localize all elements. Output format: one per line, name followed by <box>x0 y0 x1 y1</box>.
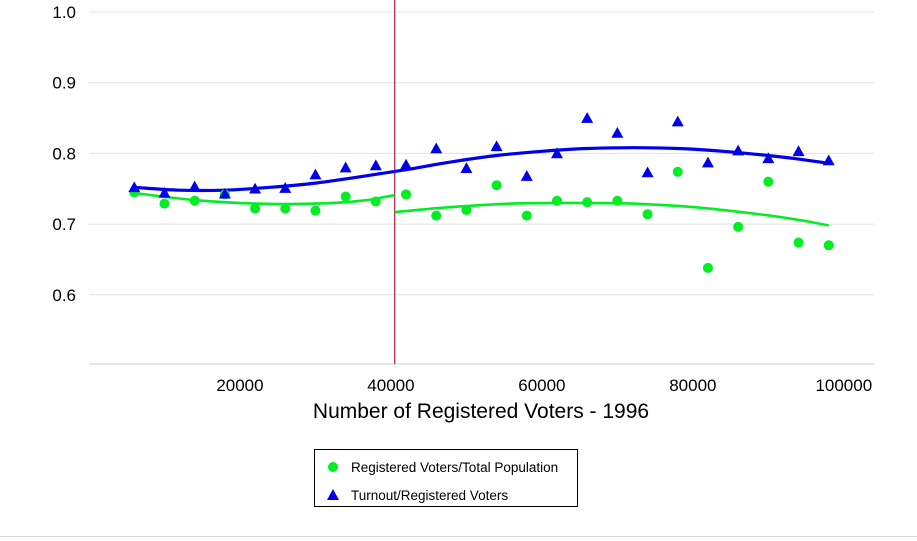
data-point-registered-population <box>582 197 593 208</box>
data-point-registered-population <box>521 210 532 221</box>
data-point-turnout <box>460 162 473 174</box>
data-point-turnout <box>369 159 382 171</box>
data-point-registered-population <box>159 198 170 209</box>
data-point-registered-population <box>642 209 653 220</box>
trend-line-registered-right <box>394 201 829 227</box>
data-point-registered-population <box>461 204 472 215</box>
data-point-registered-population <box>370 196 381 207</box>
data-point-registered-population <box>280 203 291 214</box>
legend-label-registered-population: Registered Voters/Total Population <box>351 459 559 475</box>
x-axis-label: Number of Registered Voters - 1996 <box>313 400 649 423</box>
x-tick-label: 60000 <box>518 376 565 395</box>
data-point-turnout <box>671 115 684 127</box>
data-point-turnout <box>309 168 322 180</box>
data-point-turnout <box>792 145 805 157</box>
green-circle-icon <box>315 460 351 474</box>
data-point-registered-population <box>733 221 744 232</box>
x-tick-label: 40000 <box>367 376 414 395</box>
data-point-registered-population <box>250 203 261 214</box>
data-point-registered-population <box>431 210 442 221</box>
legend-label-turnout: Turnout/Registered Voters <box>351 487 509 503</box>
x-tick-label: 20000 <box>216 376 263 395</box>
data-point-turnout <box>218 187 231 199</box>
y-tick-label: 0.8 <box>52 144 76 163</box>
data-point-turnout <box>128 181 141 193</box>
legend-item-registered-population: Registered Voters/Total Population <box>315 456 558 478</box>
data-point-registered-population <box>340 191 351 202</box>
data-point-turnout <box>249 182 262 194</box>
trend-lines <box>134 146 829 227</box>
y-tick-label: 1.0 <box>52 3 76 22</box>
data-point-registered-population <box>189 195 200 206</box>
data-point-registered-population <box>793 237 804 248</box>
x-axis-ticks: 20000 40000 60000 80000 100000 <box>216 376 872 395</box>
data-point-turnout <box>762 152 775 164</box>
data-point-turnout <box>339 161 352 173</box>
y-tick-label: 0.6 <box>52 286 76 305</box>
data-points <box>128 112 835 273</box>
data-point-turnout <box>400 158 413 170</box>
data-point-turnout <box>520 170 533 181</box>
y-axis-ticks: 0.6 0.7 0.8 0.9 1.0 <box>52 3 76 305</box>
data-point-turnout <box>188 180 201 192</box>
bottom-divider <box>0 536 917 537</box>
trend-line-turnout <box>134 146 829 193</box>
data-point-turnout <box>550 147 563 159</box>
data-point-registered-population <box>763 176 774 187</box>
data-point-turnout <box>611 126 624 138</box>
trend-line-registered-left <box>134 191 395 206</box>
data-point-registered-population <box>612 195 623 206</box>
data-point-turnout <box>581 112 594 123</box>
data-point-turnout <box>641 166 654 178</box>
data-point-turnout <box>158 186 171 198</box>
legend: Registered Voters/Total Population Turno… <box>314 449 578 507</box>
gridlines <box>89 11 874 296</box>
data-point-registered-population <box>491 180 502 191</box>
data-point-turnout <box>279 182 292 193</box>
data-point-turnout <box>701 156 714 168</box>
data-point-turnout <box>490 140 503 152</box>
data-point-registered-population <box>551 195 562 206</box>
data-point-registered-population <box>823 240 834 251</box>
data-point-registered-population <box>401 189 412 200</box>
x-tick-label: 80000 <box>669 376 716 395</box>
x-tick-label: 100000 <box>815 376 872 395</box>
data-point-turnout <box>822 154 835 166</box>
legend-item-turnout: Turnout/Registered Voters <box>315 484 508 506</box>
data-point-registered-population <box>702 262 713 273</box>
y-tick-label: 0.9 <box>52 74 76 93</box>
data-point-turnout <box>430 142 443 154</box>
y-tick-label: 0.7 <box>52 215 76 234</box>
data-point-registered-population <box>310 205 321 216</box>
blue-triangle-icon <box>315 488 351 502</box>
data-point-turnout <box>732 144 745 156</box>
data-point-registered-population <box>672 166 683 177</box>
